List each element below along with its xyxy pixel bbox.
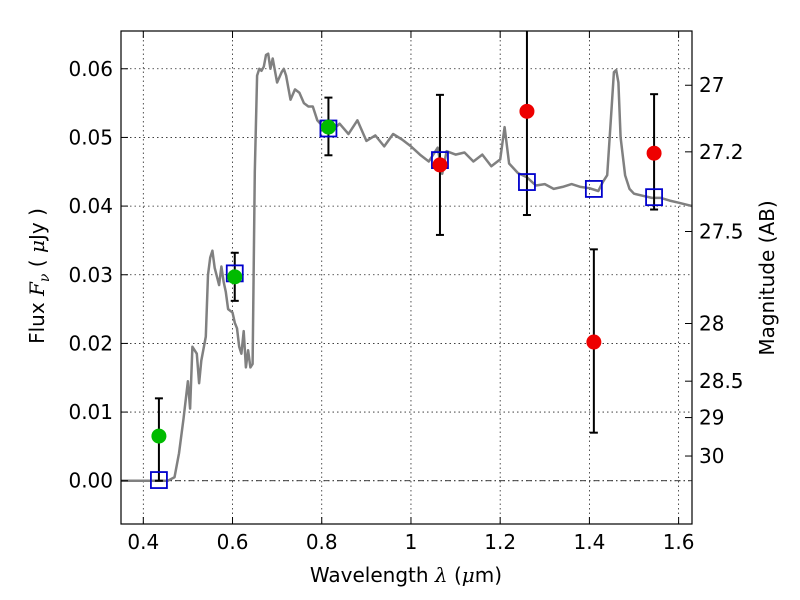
- y-axis-unit-rest: Jy ): [25, 208, 49, 242]
- red-data-point: [646, 145, 662, 161]
- plot-frame: [120, 30, 693, 525]
- y-tick-label: 0.01: [68, 400, 113, 424]
- y-axis-unit-open: (: [25, 259, 49, 267]
- x-tick-label: 1.2: [484, 530, 516, 554]
- x-tick-label: 1: [405, 530, 418, 554]
- y2-tick-label: 30: [699, 444, 724, 468]
- red-data-point: [432, 157, 448, 173]
- y-axis-subscript: ν: [37, 273, 53, 282]
- x-axis-unit-open: (: [454, 563, 462, 587]
- axis-ticks: 0.4 0.6 0.8 1 1.2 1.4 1.6 0.00 0.01 0.02 0.03 0.04 0…: [68, 31, 744, 554]
- plot-area: [121, 52, 692, 482]
- y-tick-label: 0.00: [68, 469, 113, 493]
- y2-tick-label: 28.5: [699, 369, 744, 393]
- data-marks: [150, 31, 663, 489]
- model-square-point: [150, 471, 168, 489]
- x-tick-label: 0.4: [127, 530, 159, 554]
- y-tick-label: 0.02: [68, 331, 113, 355]
- y2-axis-label: Magnitude (AB): [755, 200, 779, 355]
- x-axis-label-text: Wavelength: [310, 563, 429, 587]
- red-data-point: [586, 334, 602, 350]
- y2-tick-label: 27.5: [699, 219, 744, 243]
- model-square-point: [584, 180, 603, 198]
- x-axis-unit-rest: m): [475, 563, 502, 587]
- green-data-point: [151, 428, 167, 444]
- template-spectrum-line: [121, 52, 692, 482]
- x-axis-symbol: λ: [434, 563, 448, 587]
- red-data-point: [519, 103, 535, 119]
- y-axis-symbol: F: [25, 281, 49, 297]
- y2-tick-label: 27: [699, 73, 724, 97]
- green-data-point: [320, 119, 336, 135]
- x-tick-label: 0.6: [217, 530, 249, 554]
- model-square-point: [518, 173, 536, 191]
- grid-layer: [121, 31, 692, 524]
- y-tick-label: 0.04: [68, 194, 113, 218]
- y-tick-label: 0.05: [68, 125, 113, 149]
- model-square-point: [645, 188, 663, 207]
- y2-tick-label: 29: [699, 406, 724, 430]
- y-tick-label: 0.06: [68, 57, 113, 81]
- y-axis-label: Flux Fν ( μJy ): [25, 208, 53, 344]
- green-data-point: [227, 269, 243, 285]
- y-tick-label: 0.03: [68, 263, 113, 287]
- x-tick-label: 1.6: [663, 530, 695, 554]
- x-axis-unit-mu: μ: [462, 563, 475, 587]
- x-axis-label: Wavelength λ (μm): [310, 563, 502, 587]
- x-tick-label: 1.4: [573, 530, 605, 554]
- x-tick-label: 0.8: [306, 530, 338, 554]
- y2-tick-label: 28: [699, 312, 724, 336]
- y2-tick-label: 27.2: [699, 140, 744, 164]
- y-axis-label-text: Flux: [25, 302, 49, 344]
- y-axis-unit-mu: μ: [25, 240, 49, 253]
